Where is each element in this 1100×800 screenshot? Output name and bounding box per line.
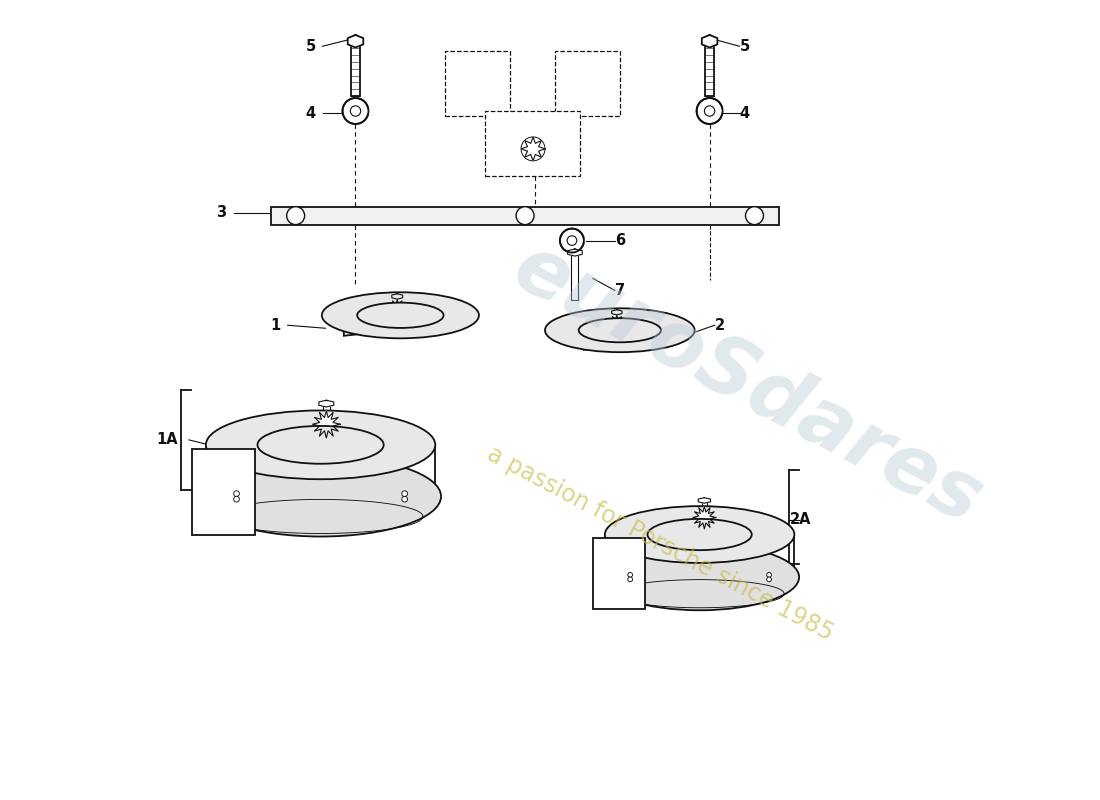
- Text: 7: 7: [615, 283, 625, 298]
- Bar: [351, 42, 360, 96]
- Bar: [571, 253, 579, 300]
- Polygon shape: [344, 315, 438, 336]
- Circle shape: [696, 98, 723, 124]
- Text: 5: 5: [306, 38, 316, 54]
- Circle shape: [560, 229, 584, 253]
- Circle shape: [767, 577, 771, 582]
- Circle shape: [402, 491, 407, 497]
- Bar: [446, 51, 510, 116]
- Text: a passion for Porsche since 1985: a passion for Porsche since 1985: [483, 442, 837, 646]
- Ellipse shape: [601, 544, 799, 610]
- Polygon shape: [612, 310, 621, 315]
- Circle shape: [594, 335, 604, 344]
- Text: 2: 2: [715, 318, 725, 333]
- Bar: [271, 206, 780, 225]
- Bar: [614, 312, 619, 334]
- Text: 4: 4: [739, 106, 749, 121]
- Circle shape: [704, 106, 715, 116]
- Polygon shape: [392, 294, 403, 299]
- Text: 3: 3: [216, 205, 225, 220]
- Ellipse shape: [648, 519, 751, 550]
- Circle shape: [350, 106, 361, 116]
- Text: 4: 4: [306, 106, 316, 121]
- Circle shape: [615, 322, 619, 326]
- Circle shape: [628, 577, 632, 582]
- Polygon shape: [584, 330, 673, 350]
- Polygon shape: [348, 35, 363, 47]
- Polygon shape: [388, 299, 407, 318]
- Circle shape: [395, 306, 399, 312]
- Polygon shape: [608, 315, 626, 334]
- Ellipse shape: [358, 302, 443, 328]
- Circle shape: [322, 421, 330, 428]
- Text: euroSdares: euroSdares: [500, 228, 996, 540]
- Circle shape: [516, 206, 534, 225]
- Circle shape: [521, 137, 544, 161]
- Ellipse shape: [200, 456, 441, 537]
- Bar: [191, 450, 254, 535]
- Bar: [323, 403, 330, 447]
- Circle shape: [530, 146, 537, 152]
- Circle shape: [233, 496, 240, 502]
- Circle shape: [746, 206, 763, 225]
- Circle shape: [767, 573, 771, 578]
- Circle shape: [628, 573, 632, 578]
- Ellipse shape: [322, 292, 478, 338]
- Polygon shape: [568, 249, 582, 256]
- Text: 1A: 1A: [156, 432, 177, 447]
- Polygon shape: [319, 400, 333, 407]
- Ellipse shape: [544, 308, 694, 352]
- Circle shape: [402, 496, 407, 502]
- Polygon shape: [693, 506, 716, 529]
- Bar: [485, 111, 580, 176]
- Polygon shape: [521, 137, 544, 161]
- Circle shape: [355, 321, 364, 330]
- Circle shape: [701, 514, 707, 521]
- Text: 6: 6: [615, 233, 625, 248]
- Ellipse shape: [579, 318, 661, 342]
- Ellipse shape: [257, 426, 384, 464]
- Circle shape: [342, 98, 369, 124]
- Bar: [395, 297, 400, 319]
- Bar: [702, 501, 707, 537]
- Circle shape: [568, 236, 576, 246]
- Circle shape: [233, 491, 240, 497]
- Ellipse shape: [206, 410, 436, 479]
- Polygon shape: [698, 498, 711, 503]
- Polygon shape: [312, 410, 340, 438]
- Polygon shape: [702, 35, 717, 47]
- Ellipse shape: [605, 506, 794, 563]
- Bar: [705, 42, 714, 96]
- Bar: [556, 51, 619, 116]
- Text: 1: 1: [271, 318, 281, 333]
- Text: 2A: 2A: [790, 512, 811, 527]
- Text: 5: 5: [739, 38, 750, 54]
- Bar: [593, 538, 645, 610]
- Circle shape: [287, 206, 305, 225]
